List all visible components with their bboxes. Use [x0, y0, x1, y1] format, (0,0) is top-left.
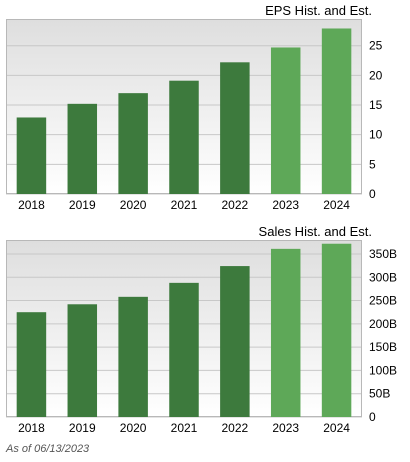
sales-bar-2024[interactable] [321, 243, 352, 417]
sales-x-tick-label: 2021 [171, 421, 198, 435]
sales-y-tick-label: 0 [369, 410, 376, 424]
eps-x-tick-label: 2019 [69, 198, 96, 212]
sales-chart: Sales Hist. and Est. 0 50B 100B 150B 200B 250… [0, 222, 410, 440]
sales-bar-2021[interactable] [169, 282, 199, 417]
sales-x-tick-label: 2023 [272, 421, 299, 435]
eps-chart: EPS Hist. and Est. 0 5 10 15 20 25 2018 2019 202… [0, 0, 410, 215]
sales-chart-plot: 0 50B 100B 150B 200B 250B 300B 350B 2018 2019 2020… [6, 240, 397, 435]
eps-y-tick-label: 20 [369, 68, 383, 82]
eps-bar-2023[interactable] [270, 47, 301, 194]
eps-y-tick-label: 0 [369, 187, 376, 201]
eps-bar-2024[interactable] [321, 28, 352, 194]
eps-y-tick-label: 5 [369, 157, 376, 171]
sales-bar-2023[interactable] [270, 248, 301, 417]
sales-x-tick-label: 2024 [323, 421, 350, 435]
eps-y-tick-label: 15 [369, 98, 383, 112]
eps-y-tick-label: 10 [369, 128, 383, 142]
as-of-date: As of 06/13/2023 [6, 443, 90, 455]
sales-bar-2022[interactable] [220, 266, 250, 417]
eps-bar-2022[interactable] [220, 62, 250, 194]
eps-x-tick-label: 2023 [272, 198, 299, 212]
eps-chart-title: EPS Hist. and Est. [265, 3, 372, 18]
eps-x-tick-label: 2024 [323, 198, 350, 212]
sales-y-tick-label: 250B [369, 294, 397, 308]
sales-x-tick-label: 2019 [69, 421, 96, 435]
eps-bar-2020[interactable] [118, 93, 148, 194]
eps-bar-2021[interactable] [169, 80, 199, 194]
eps-x-tick-label: 2020 [120, 198, 147, 212]
eps-x-tick-label: 2022 [222, 198, 249, 212]
eps-bar-2019[interactable] [67, 103, 98, 194]
eps-bar-2018[interactable] [16, 117, 47, 194]
sales-y-tick-label: 100B [369, 363, 397, 377]
sales-chart-title: Sales Hist. and Est. [258, 224, 372, 239]
sales-y-tick-label: 150B [369, 340, 397, 354]
eps-x-tick-label: 2018 [18, 198, 45, 212]
sales-x-tick-label: 2022 [222, 421, 249, 435]
eps-x-tick-label: 2021 [171, 198, 198, 212]
sales-y-tick-label: 300B [369, 270, 397, 284]
sales-y-tick-label: 50B [369, 387, 390, 401]
sales-bar-2020[interactable] [118, 296, 148, 417]
sales-bar-2018[interactable] [16, 312, 47, 417]
sales-y-tick-label: 350B [369, 247, 397, 261]
sales-bar-2019[interactable] [67, 304, 98, 417]
sales-x-tick-label: 2018 [18, 421, 45, 435]
eps-y-tick-label: 25 [369, 39, 383, 53]
sales-y-tick-label: 200B [369, 317, 397, 331]
eps-chart-plot: 0 5 10 15 20 25 2018 2019 2020 2021 2022 2023 2024 [6, 19, 383, 212]
sales-x-tick-label: 2020 [120, 421, 147, 435]
